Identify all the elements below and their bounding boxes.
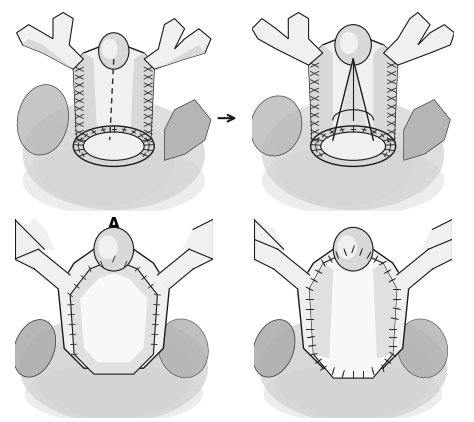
Polygon shape <box>252 13 323 65</box>
Ellipse shape <box>13 319 55 377</box>
Polygon shape <box>309 45 333 156</box>
Ellipse shape <box>340 32 358 54</box>
Polygon shape <box>58 243 169 368</box>
Polygon shape <box>383 13 455 65</box>
Polygon shape <box>154 45 205 69</box>
Polygon shape <box>70 259 157 374</box>
Ellipse shape <box>337 235 357 259</box>
Ellipse shape <box>262 99 444 210</box>
Ellipse shape <box>158 319 209 378</box>
Polygon shape <box>310 249 397 378</box>
Polygon shape <box>73 43 154 160</box>
Polygon shape <box>25 219 54 249</box>
Polygon shape <box>15 239 70 289</box>
Ellipse shape <box>98 235 118 259</box>
Polygon shape <box>15 219 45 259</box>
Ellipse shape <box>94 227 134 271</box>
Polygon shape <box>404 100 450 160</box>
Ellipse shape <box>262 145 444 216</box>
Polygon shape <box>73 53 98 156</box>
Polygon shape <box>157 239 213 289</box>
Ellipse shape <box>333 227 373 271</box>
Ellipse shape <box>19 314 208 422</box>
Polygon shape <box>80 273 147 362</box>
Polygon shape <box>144 19 211 69</box>
Polygon shape <box>337 59 369 140</box>
Ellipse shape <box>23 99 205 210</box>
Ellipse shape <box>83 132 144 160</box>
Ellipse shape <box>99 33 129 69</box>
Polygon shape <box>17 13 83 69</box>
Polygon shape <box>309 33 398 160</box>
Ellipse shape <box>335 24 371 65</box>
Polygon shape <box>373 263 397 358</box>
Ellipse shape <box>101 39 118 59</box>
Polygon shape <box>164 100 211 160</box>
Ellipse shape <box>73 126 154 166</box>
Polygon shape <box>254 219 284 259</box>
Polygon shape <box>397 239 452 289</box>
Polygon shape <box>298 243 409 368</box>
Ellipse shape <box>274 330 432 419</box>
Polygon shape <box>130 53 154 160</box>
Ellipse shape <box>272 115 414 206</box>
Ellipse shape <box>33 115 174 206</box>
Text: A: A <box>108 217 119 232</box>
Ellipse shape <box>23 145 205 216</box>
Ellipse shape <box>310 126 396 166</box>
Ellipse shape <box>264 364 442 422</box>
Ellipse shape <box>397 319 448 378</box>
Ellipse shape <box>259 314 447 422</box>
Ellipse shape <box>25 364 203 422</box>
Ellipse shape <box>321 132 385 160</box>
Polygon shape <box>374 45 398 156</box>
Ellipse shape <box>250 96 302 156</box>
Ellipse shape <box>253 319 295 377</box>
Polygon shape <box>422 219 452 259</box>
Polygon shape <box>183 219 213 259</box>
Polygon shape <box>254 239 310 289</box>
Polygon shape <box>310 263 333 358</box>
Ellipse shape <box>35 330 193 419</box>
Ellipse shape <box>17 85 69 155</box>
Polygon shape <box>23 39 73 69</box>
